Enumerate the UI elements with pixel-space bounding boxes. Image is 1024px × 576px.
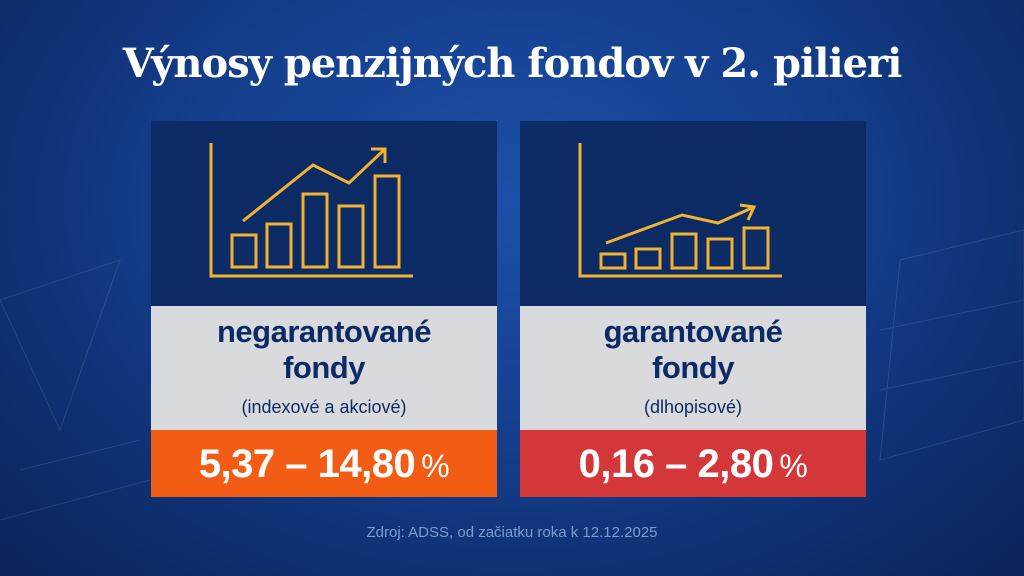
card-sublabel: (indexové a akciové)	[241, 397, 407, 417]
card-value-area: 0,16 – 2,80%	[520, 430, 866, 497]
card-value-area: 5,37 – 14,80%	[151, 430, 497, 497]
return-range-text: 0,16 – 2,80	[578, 442, 774, 486]
card-label-line2: fondy	[652, 350, 734, 385]
card-label-area: garantované fondy (dlhopisové)	[520, 306, 866, 430]
percent-unit: %	[421, 448, 450, 484]
bar-chart-growth-icon	[209, 143, 413, 278]
return-range-text: 5,37 – 14,80	[198, 442, 416, 486]
card-label-line1: garantované	[603, 314, 783, 349]
card-garantovane: garantované fondy (dlhopisové) 0,16 – 2,…	[520, 121, 866, 497]
return-range-value: 5,37 – 14,80%	[198, 441, 450, 489]
card-icon-area	[151, 121, 497, 306]
card-icon-area	[520, 121, 866, 306]
return-range-value: 0,16 – 2,80%	[579, 441, 808, 489]
source-note: Zdroj: ADSS, od začiatku roka k 12.12.20…	[366, 524, 658, 541]
page-title: Výnosy penzijných fondov v 2. pilieri	[122, 40, 903, 87]
card-label-area: negarantované fondy (indexové a akciové)	[151, 306, 497, 430]
bar-chart-slow-growth-icon	[578, 143, 782, 278]
card-label-line1: negarantované	[216, 314, 432, 349]
card-sublabel: (dlhopisové)	[643, 397, 743, 417]
percent-unit: %	[779, 448, 808, 484]
card-label-line2: fondy	[283, 350, 365, 385]
card-negarantovane: negarantované fondy (indexové a akciové)…	[151, 121, 497, 497]
